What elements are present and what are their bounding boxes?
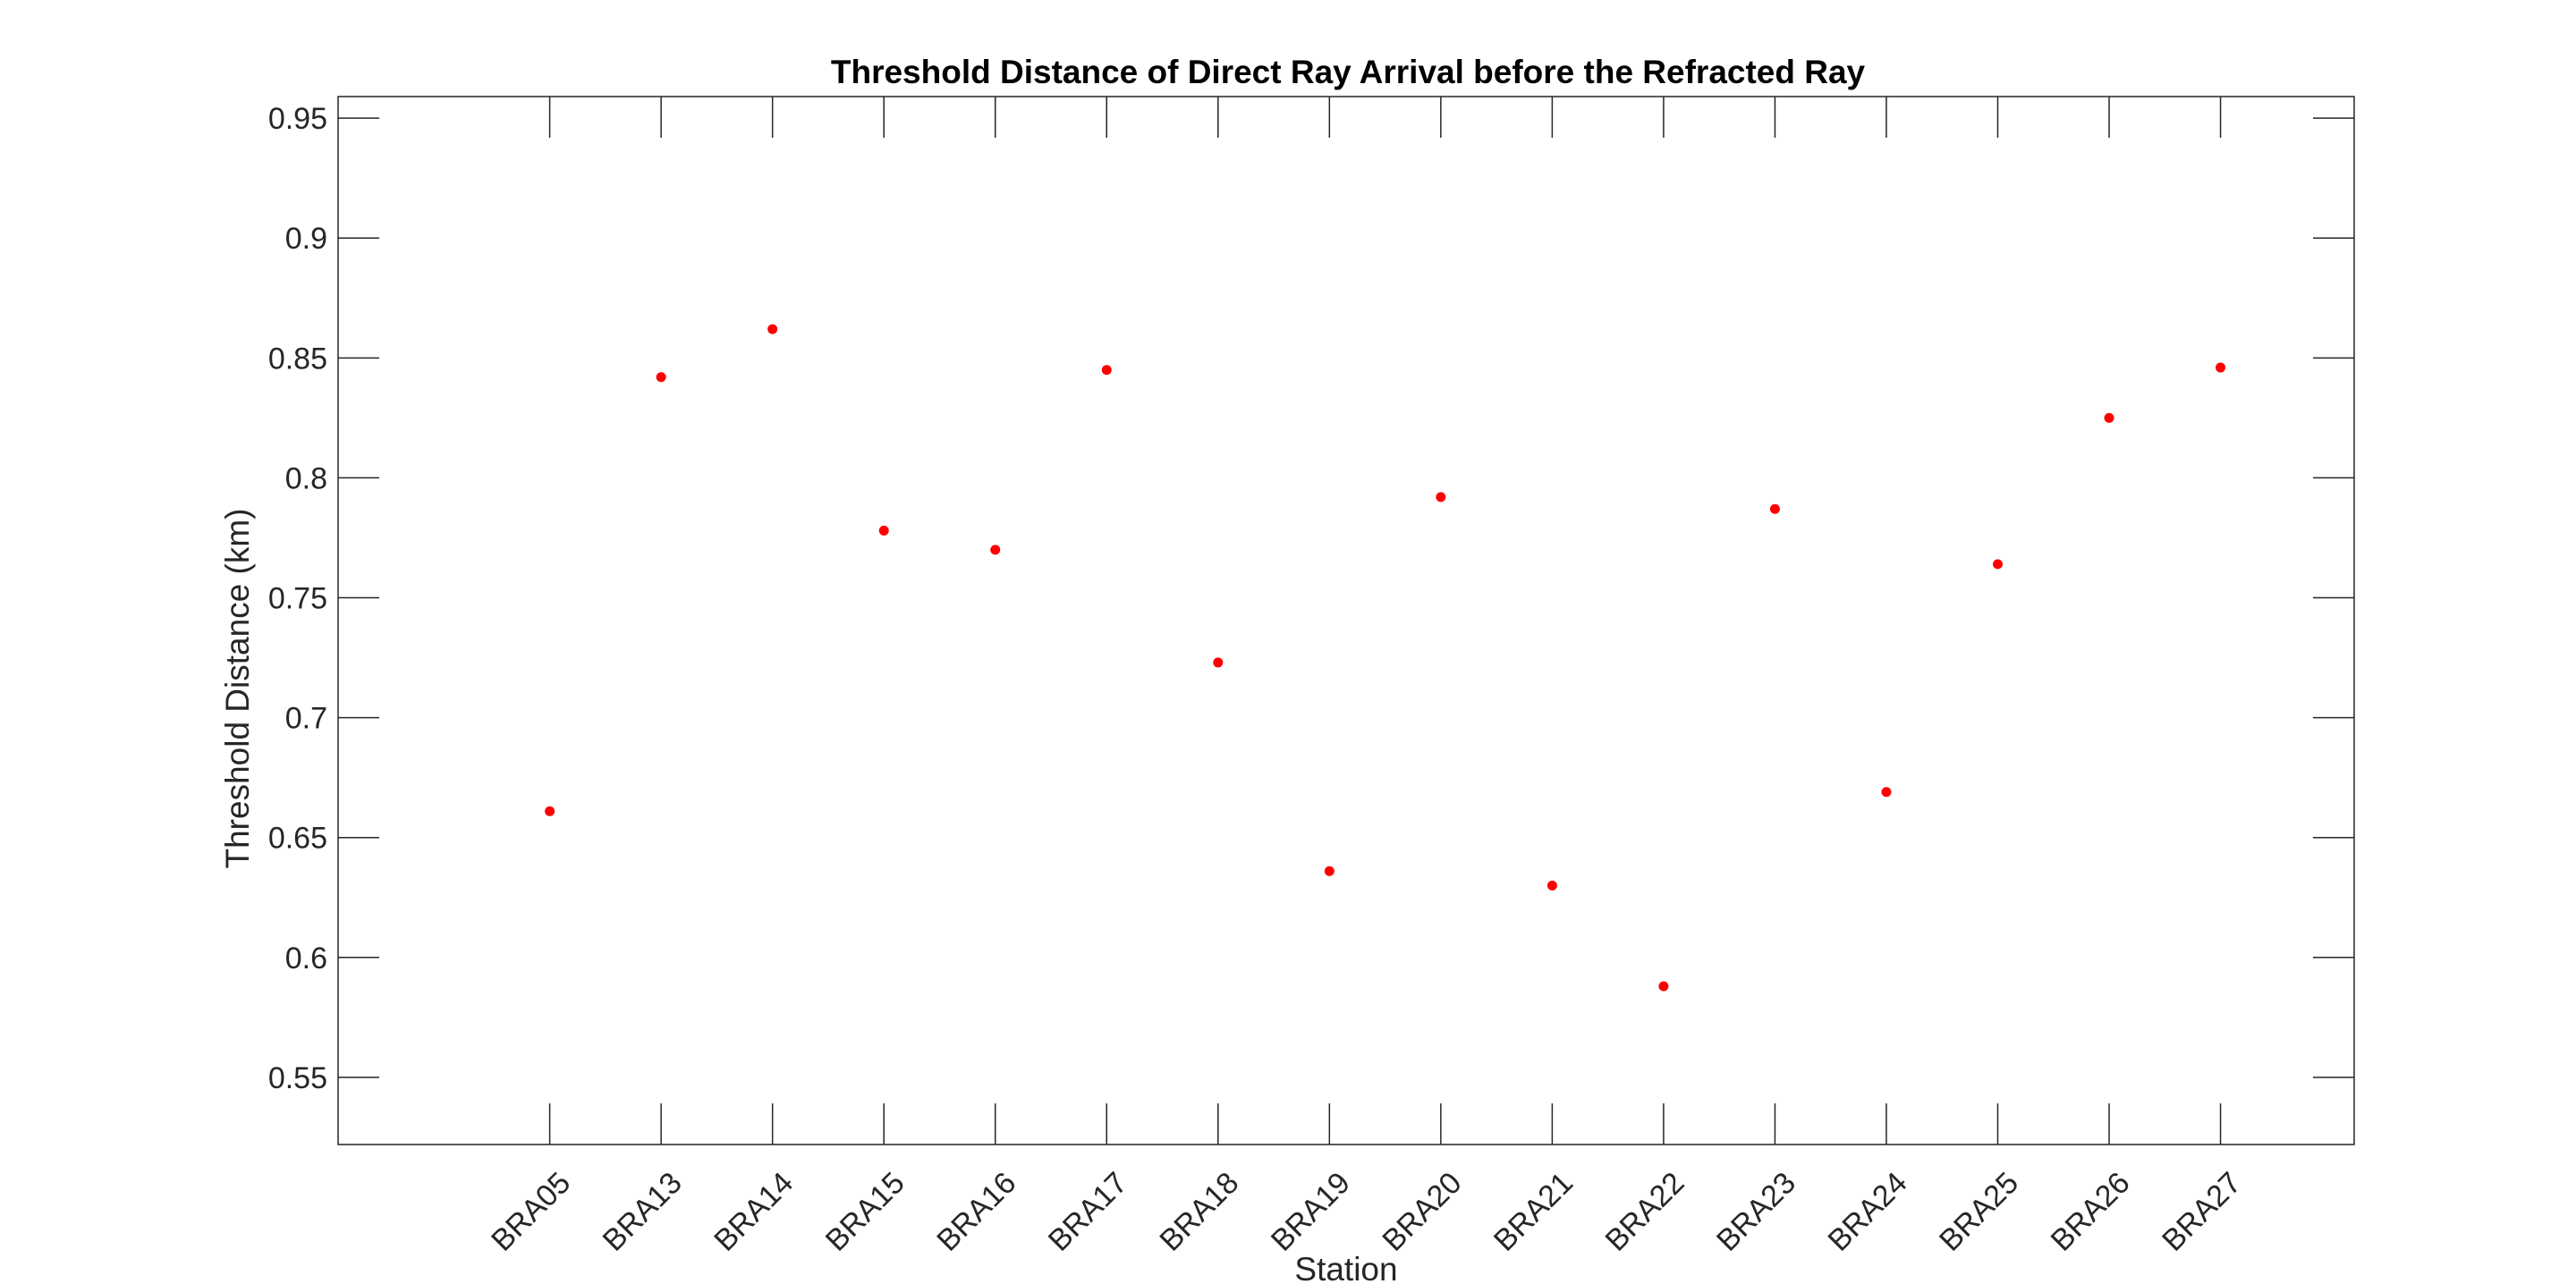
data-point [2216, 362, 2226, 373]
data-point [1101, 365, 1112, 376]
data-point [1658, 981, 1669, 992]
data-point [656, 372, 666, 383]
y-tick-label: 0.9 [285, 222, 327, 256]
y-tick-label: 0.95 [268, 102, 327, 136]
data-point [1769, 503, 1780, 514]
y-tick-label: 0.7 [285, 702, 327, 736]
data-points [545, 324, 2226, 992]
data-point [1436, 492, 1446, 503]
data-point [990, 545, 1001, 555]
data-point [878, 525, 889, 536]
data-point [767, 324, 778, 334]
data-point [1546, 880, 1557, 891]
data-point [1881, 787, 1892, 798]
x-axis-label: Station [1294, 1251, 1397, 1284]
chart-title: Threshold Distance of Direct Ray Arrival… [831, 54, 1866, 90]
data-point [1993, 559, 2004, 570]
y-tick-label: 0.55 [268, 1061, 327, 1095]
y-tick-label: 0.6 [285, 942, 327, 976]
y-tick-label: 0.65 [268, 822, 327, 856]
y-axis-ticks: 0.55 0.6 0.65 0.7 0.75 0.8 0.85 0.9 0.95 [268, 102, 2354, 1095]
data-point [1324, 866, 1335, 876]
data-point [545, 806, 555, 816]
plot-area [337, 96, 2355, 1145]
data-point [1213, 657, 1224, 668]
y-axis-label: Threshold Distance (km) [219, 508, 256, 868]
y-tick-label: 0.75 [268, 582, 327, 616]
data-point [2104, 412, 2114, 423]
y-tick-label: 0.85 [268, 342, 327, 376]
y-tick-label: 0.8 [285, 461, 327, 495]
